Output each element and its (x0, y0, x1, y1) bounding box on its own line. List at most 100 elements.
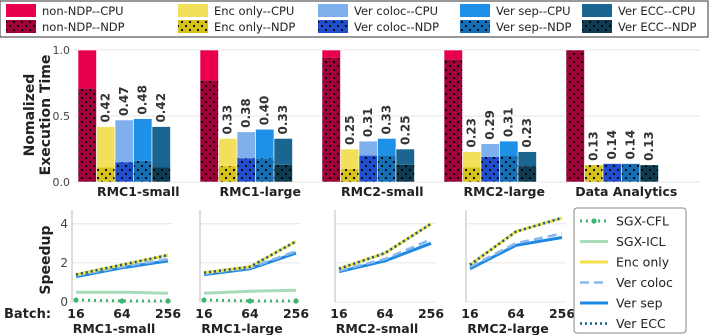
bar-data-label: 0.13 (587, 131, 601, 161)
legend-swatch (460, 4, 490, 17)
legend-label: Ver sep--NDP (496, 20, 572, 34)
batch-tick-label: 64 (376, 306, 394, 321)
bar-chart-legend: non-NDP--CPU non-NDP--NDP Enc only--CPU Enc… (0, 0, 709, 38)
line-panel-label: RMC2-large (467, 321, 548, 335)
bar-outline (443, 49, 463, 183)
bar-cpu (200, 50, 219, 81)
legend-entry: Ver ECC--NDP (582, 20, 697, 34)
series-marker (201, 297, 207, 303)
bar-data-label: 0.42 (99, 93, 113, 123)
batch-tick-label: 16 (67, 306, 85, 321)
line-panel-label: RMC1-small (73, 321, 156, 335)
legend-swatch-hatch (582, 20, 612, 33)
bar-group (565, 49, 659, 183)
legend-entry: non-NDP--CPU (6, 4, 124, 18)
bar-cpu (499, 141, 518, 156)
line-legend-label: SGX-CFL (616, 214, 669, 229)
bar-group (321, 49, 415, 183)
batch-tick-label: 16 (195, 306, 213, 321)
bar-marks (77, 49, 659, 183)
series-line (76, 290, 169, 295)
batch-prefix: Batch: (4, 307, 51, 322)
bar-ndp-hatch (359, 155, 378, 182)
bar-y-tick-label: 0.5 (53, 110, 71, 123)
bar-cpu (274, 138, 293, 165)
bar-ndp-hatch (274, 164, 293, 182)
bar-data-label: 0.38 (239, 98, 253, 128)
bar-group-label: RMC2-small (341, 184, 424, 199)
legend-entry: non-NDP--NDP (6, 20, 125, 34)
bar-ndp-hatch (133, 160, 152, 182)
bar-outline (395, 148, 415, 183)
legend-label: Ver coloc--CPU (354, 4, 438, 18)
series-line (469, 236, 563, 271)
line-chart-ylabel: Speedup (38, 225, 54, 294)
series-line (338, 222, 432, 271)
bar-group-label: RMC2-large (464, 184, 545, 199)
bar-outline (321, 49, 341, 183)
bar-cpu (340, 149, 359, 169)
legend-swatch-hatch (178, 20, 208, 33)
legend-label: Ver ECC--NDP (618, 20, 697, 34)
bar-data-label: 0.33 (221, 105, 235, 135)
bar-data-label: 0.29 (483, 110, 497, 140)
bar-outline (77, 49, 97, 183)
line-legend-entry: SGX-CFL (580, 214, 669, 229)
line-legend-entry: SGX-ICL (580, 234, 665, 249)
batch-tick-label: 64 (113, 306, 131, 321)
bar-y-tick-label: 1.0 (53, 44, 71, 57)
batch-tick-label: 16 (461, 306, 479, 321)
bar-group (77, 49, 171, 183)
bar-data-label: 0.25 (398, 115, 412, 145)
legend-entry: Enc only--CPU (178, 4, 294, 18)
legend-label: Enc only--CPU (214, 4, 294, 18)
series-marker (119, 298, 125, 304)
bar-ndp-hatch (566, 50, 585, 182)
bar-ndp-hatch (340, 168, 359, 182)
line-legend-label: Ver sep (616, 296, 663, 311)
legend-swatch (582, 4, 612, 17)
legend-entry: Ver ECC--CPU (582, 4, 695, 18)
legend-label: Ver ECC--CPU (618, 4, 695, 18)
bar-outline (273, 138, 293, 183)
legend-label: Ver sep--CPU (496, 4, 570, 18)
line-legend-label: Enc only (616, 255, 670, 270)
batch-tick-label: 64 (241, 306, 259, 321)
bar-cpu (396, 149, 415, 165)
line-legend-entry: Ver coloc (580, 275, 673, 290)
bar-cpu (115, 119, 134, 163)
line-legend-entry: Ver sep (580, 296, 663, 311)
bar-data-label: 0.13 (642, 131, 656, 161)
bar-cpu (152, 126, 171, 168)
series-line (203, 288, 297, 295)
batch-tick-label: 64 (507, 306, 525, 321)
batch-tick-label: 256 (155, 306, 181, 321)
bar-cpu (96, 126, 115, 168)
bar-ndp-hatch (444, 59, 463, 182)
bar-ndp-hatch (584, 164, 603, 182)
bar-data-label: 0.31 (361, 107, 375, 137)
bar-group-label: Data Analytics (575, 184, 677, 199)
batch-tick-label: 256 (418, 306, 444, 321)
bar-cpu (359, 141, 378, 156)
legend-label: non-NDP--NDP (42, 20, 125, 34)
bar-data-label: 0.23 (465, 118, 479, 148)
line-y-tick-label: 2 (60, 256, 68, 270)
bar-y-tick-label: 0.0 (53, 176, 71, 189)
bar-cpu (322, 50, 341, 58)
bar-data-label: 0.23 (520, 118, 534, 148)
bar-ndp-hatch (499, 155, 518, 182)
bar-data-label: 0.33 (380, 105, 394, 135)
legend-entry: Ver coloc--CPU (318, 4, 438, 18)
bar-ndp-hatch (78, 88, 97, 182)
legend-swatch (318, 4, 348, 17)
bar-ndp-hatch (115, 162, 134, 182)
series-marker (293, 298, 299, 304)
bar-ndp-hatch (481, 156, 500, 182)
legend-label: non-NDP--CPU (42, 4, 124, 18)
bar-data-label: 0.25 (343, 115, 357, 145)
line-legend-entry: Enc only (580, 255, 670, 270)
